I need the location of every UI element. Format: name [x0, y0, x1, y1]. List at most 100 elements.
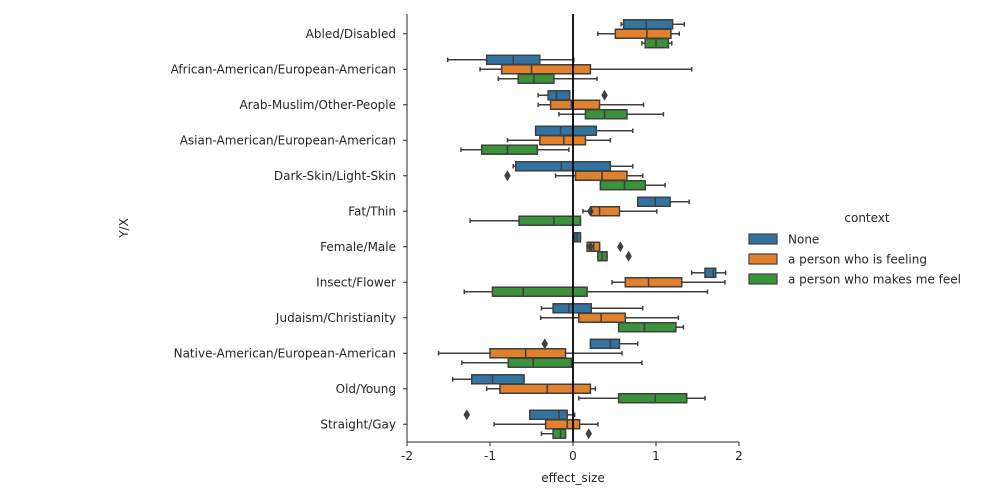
x-tick-label: -1 [484, 449, 496, 463]
outlier-marker [541, 338, 549, 350]
outlier-marker [585, 428, 593, 440]
box-1-1 [479, 64, 693, 75]
box-6-2 [597, 250, 632, 262]
box-body [552, 428, 567, 439]
outlier-marker [587, 205, 594, 217]
box-body [514, 161, 612, 172]
box-body [704, 267, 717, 279]
legend-label: None [788, 233, 819, 247]
box-7-0 [690, 267, 727, 279]
x-tick-label: 1 [652, 449, 660, 463]
box-10-0 [451, 374, 525, 385]
box-body [507, 357, 573, 368]
box-body [614, 28, 672, 39]
outlier-marker [463, 409, 471, 421]
box-10-1 [485, 383, 597, 394]
box-2-2 [558, 108, 665, 120]
box-11-0 [463, 409, 576, 421]
box-body [624, 277, 683, 288]
box-body [544, 419, 581, 430]
box-1-2 [497, 73, 598, 84]
box-body [599, 179, 646, 191]
box-11-1 [493, 419, 599, 430]
box-body [499, 383, 592, 394]
box-body [574, 170, 628, 181]
y-tick-label: Insect/Flower [316, 275, 396, 289]
box-body [539, 135, 587, 146]
box-5-2 [469, 215, 582, 226]
x-axis-label: effect_size [541, 471, 605, 485]
box-body [590, 206, 621, 217]
box-body [549, 99, 601, 110]
y-tick-label: Asian-American/European-American [180, 133, 396, 147]
box-6-1 [586, 241, 624, 253]
box-3-2 [460, 144, 570, 155]
box-body [534, 125, 597, 137]
box-3-1 [506, 135, 612, 146]
y-tick-label: Dark-Skin/Light-Skin [274, 169, 396, 183]
box-2-1 [537, 99, 645, 110]
box-10-2 [578, 392, 706, 404]
box-body [489, 348, 567, 359]
series-1 [437, 28, 726, 430]
box-11-2 [540, 428, 593, 440]
x-tick-label: 0 [569, 449, 577, 463]
outlier-marker [587, 241, 594, 253]
y-tick-label: Abled/Disabled [306, 27, 396, 41]
y-tick-label: African-American/European-American [171, 62, 396, 76]
box-8-1 [539, 312, 680, 323]
legend-title: context [844, 211, 890, 225]
legend-swatch [748, 253, 778, 265]
outlier-marker [625, 250, 632, 262]
box-8-0 [540, 303, 644, 314]
legend-label: a person who makes me feel [788, 273, 961, 287]
box-body [480, 144, 539, 155]
box-0-1 [597, 28, 680, 39]
series-2 [460, 37, 709, 440]
box-body [636, 196, 671, 208]
box-0-2 [641, 37, 673, 49]
box-body [500, 64, 592, 75]
y-tick-label: Native-American/European-American [174, 346, 396, 360]
y-tick-label: Judaism/Christianity [275, 311, 396, 325]
box-7-2 [463, 286, 709, 297]
box-body [547, 90, 571, 101]
box-4-1 [504, 170, 644, 182]
box-body [589, 338, 621, 350]
box-8-2 [617, 321, 685, 333]
outlier-marker [617, 241, 624, 253]
box-body [491, 286, 588, 297]
box-body [470, 374, 525, 385]
plot-area [437, 14, 727, 442]
box-9-2 [461, 357, 643, 368]
box-1-0 [446, 54, 575, 66]
box-4-2 [599, 179, 666, 191]
y-tick-label: Fat/Thin [348, 204, 396, 218]
box-body [617, 321, 677, 333]
box-body [517, 73, 555, 84]
box-body [622, 19, 674, 30]
legend-swatch [748, 273, 778, 285]
box-body [529, 409, 568, 421]
legend-swatch [748, 233, 778, 245]
box-9-0 [541, 338, 639, 350]
x-tick-label: 2 [735, 449, 743, 463]
box-4-0 [512, 161, 634, 172]
y-tick-label: Old/Young [336, 382, 396, 396]
y-axis-label: Y/X [117, 218, 131, 239]
series-0 [446, 19, 727, 421]
box-body [578, 312, 627, 323]
box-body [644, 37, 670, 49]
x-tick-label: -2 [401, 449, 413, 463]
y-tick-label: Female/Male [320, 240, 396, 254]
box-6-0 [572, 232, 582, 243]
outlier-marker [601, 89, 608, 101]
y-tick-label: Straight/Gay [320, 417, 396, 431]
box-3-0 [534, 125, 634, 137]
box-body [617, 392, 688, 404]
box-body [518, 215, 582, 226]
box-body [584, 108, 628, 120]
legend-label: a person who is feeling [788, 253, 927, 267]
y-tick-label: Arab-Muslim/Other-People [239, 98, 396, 112]
